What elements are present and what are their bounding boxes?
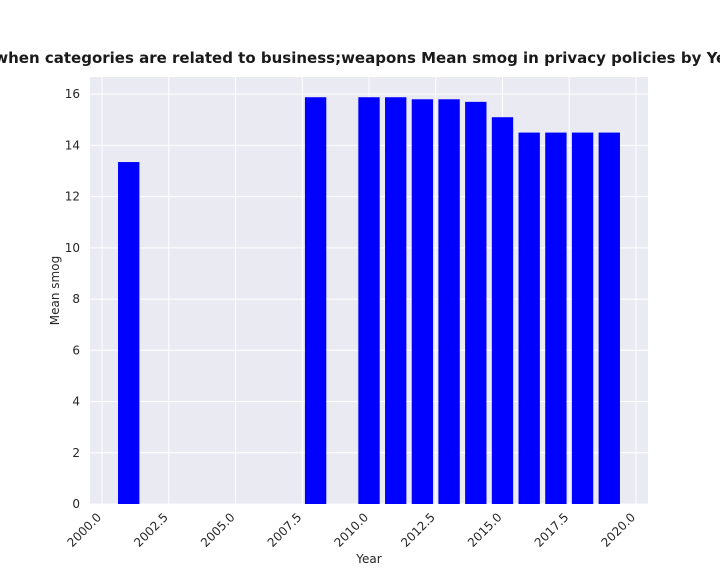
x-tick-label: 2020.0 (599, 510, 639, 550)
y-tick-label: 4 (72, 395, 80, 409)
y-tick-label: 14 (65, 138, 80, 152)
y-tick-label: 10 (65, 241, 80, 255)
bar (518, 132, 540, 504)
x-tick-label: 2000.0 (65, 510, 105, 550)
x-axis-label: Year (355, 552, 381, 566)
x-tick-label: 2015.0 (465, 510, 505, 550)
x-tick-label: 2005.0 (198, 510, 238, 550)
bar (438, 99, 460, 504)
bar (465, 101, 487, 504)
bar (545, 132, 567, 504)
chart-title: when categories are related to business;… (0, 49, 720, 67)
bar (571, 132, 594, 504)
bar (358, 97, 380, 505)
bar (491, 117, 514, 504)
y-tick-label: 0 (72, 497, 80, 511)
x-axis-ticks: 2000.0 2002.5 2005.0 2007.5 2010.0 2012.5 2015… (65, 510, 639, 550)
x-tick-label: 2010.0 (332, 510, 372, 550)
y-axis-ticks: 0 2 4 6 8 10 12 14 16 (65, 87, 80, 511)
bar (411, 99, 434, 504)
y-tick-label: 12 (65, 190, 80, 204)
bars (118, 97, 620, 505)
y-axis-label: Mean smog (48, 256, 62, 325)
y-tick-label: 2 (72, 446, 80, 460)
bar (304, 97, 327, 505)
x-tick-label: 2012.5 (398, 510, 438, 550)
bar (118, 162, 140, 505)
x-tick-label: 2017.5 (532, 510, 572, 550)
y-tick-label: 16 (65, 87, 80, 101)
bar (385, 97, 407, 505)
y-tick-label: 6 (72, 343, 80, 357)
y-tick-label: 8 (72, 292, 80, 306)
x-tick-label: 2007.5 (265, 510, 305, 550)
bar (598, 132, 620, 504)
x-tick-label: 2002.5 (131, 510, 171, 550)
